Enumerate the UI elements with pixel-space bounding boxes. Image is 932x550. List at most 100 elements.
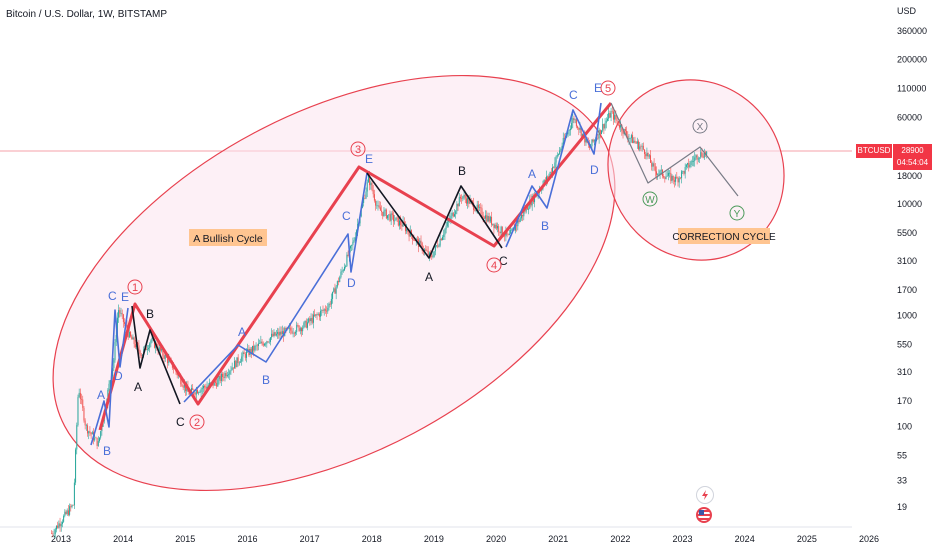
candle-body xyxy=(272,333,274,337)
candle-body xyxy=(295,332,297,334)
candle-body xyxy=(459,196,461,199)
blue-wave-line-2 xyxy=(183,172,368,403)
candle-body xyxy=(489,216,491,222)
candle-body xyxy=(488,216,490,222)
candle-body xyxy=(320,310,322,317)
candle-body xyxy=(145,345,147,351)
y-tick-label: 5500 xyxy=(897,228,917,238)
candle-body xyxy=(646,152,648,157)
label-d2: D xyxy=(347,276,356,290)
candle-body xyxy=(72,505,74,506)
candle-body xyxy=(620,125,622,128)
x-tick-label: 2015 xyxy=(175,534,195,544)
candle-body xyxy=(681,171,683,179)
candle-body xyxy=(482,215,484,218)
candle-body xyxy=(237,357,239,363)
candle-body xyxy=(220,373,222,381)
correction-cycle-ellipse[interactable] xyxy=(573,45,819,294)
lightning-icon[interactable] xyxy=(696,486,714,504)
candle-body xyxy=(592,139,594,142)
candle-body xyxy=(316,314,318,315)
candle-body xyxy=(638,141,640,150)
candle-body xyxy=(274,332,276,336)
wave-number-2: 2 xyxy=(189,414,205,430)
candle-body xyxy=(624,129,626,131)
candle-body xyxy=(446,221,448,227)
candle-body xyxy=(162,348,164,356)
candle-body xyxy=(434,245,436,252)
wave-number-3: 3 xyxy=(350,141,366,157)
candle-body xyxy=(183,384,185,388)
y-tick-label: 100 xyxy=(897,422,912,432)
candle-body xyxy=(440,238,442,241)
candle-body xyxy=(597,137,599,139)
label-e2: E xyxy=(365,152,373,166)
candle-body xyxy=(280,331,282,335)
candle-body xyxy=(202,385,204,389)
candle-body xyxy=(298,325,300,331)
bullish-cycle-ellipse[interactable] xyxy=(0,0,683,550)
candle-body xyxy=(675,176,677,182)
candle-body xyxy=(455,211,457,215)
candle-body xyxy=(253,345,255,351)
candle-body xyxy=(593,139,595,142)
candle-body xyxy=(328,303,330,308)
candle-body xyxy=(346,254,348,266)
candle-body xyxy=(310,317,312,322)
candle-body xyxy=(185,384,187,392)
candle-body xyxy=(168,359,170,364)
candle-body xyxy=(690,161,692,165)
candle-body xyxy=(97,441,99,446)
candle-body xyxy=(195,389,197,395)
candle-body xyxy=(556,154,558,157)
candle-body xyxy=(271,333,273,338)
candle-body xyxy=(153,338,155,348)
bullish-cycle-annotation[interactable]: A Bullish Cycle xyxy=(189,229,267,246)
label-ba2: A xyxy=(425,270,433,284)
candle-body xyxy=(312,314,314,323)
us-flag-icon[interactable] xyxy=(696,507,712,523)
candle-body xyxy=(65,511,67,514)
candle-body xyxy=(89,431,91,433)
candle-body xyxy=(605,120,607,123)
candle-body xyxy=(344,267,346,271)
x-tick-label: 2020 xyxy=(486,534,506,544)
candle-body xyxy=(614,114,616,120)
candle-body xyxy=(497,226,499,229)
wave-numbers: 1 2 3 4 5 xyxy=(127,80,616,430)
blue-wave-line-1 xyxy=(90,307,129,446)
candle-body xyxy=(697,158,699,160)
candle-body xyxy=(702,156,704,158)
correction-cycle-annotation[interactable]: CORRECTION CYCLE xyxy=(672,228,776,244)
x-tick-label: 2022 xyxy=(610,534,630,544)
candle-body xyxy=(73,482,75,506)
candle-body xyxy=(53,533,55,535)
candle-body xyxy=(471,200,473,203)
candle-body xyxy=(167,357,169,364)
candle-body xyxy=(633,140,635,144)
candle-body xyxy=(299,328,301,331)
candle-body xyxy=(229,371,231,375)
y-tick-label: 310 xyxy=(897,367,912,377)
candle-body xyxy=(83,407,85,421)
chart-title: Bitcoin / U.S. Dollar, 1W, BITSTAMP xyxy=(6,9,167,20)
candle-body xyxy=(591,139,593,147)
correction-y: Y xyxy=(729,205,745,221)
candle-body xyxy=(255,345,257,347)
candle-body xyxy=(296,324,298,333)
candle-body xyxy=(85,425,87,426)
label-ba1: A xyxy=(134,380,142,394)
candle-body xyxy=(630,135,632,139)
candle-body xyxy=(347,254,349,256)
candle-body xyxy=(342,270,344,271)
candle-body xyxy=(318,313,320,317)
candle-body xyxy=(688,163,690,168)
label-bb2: B xyxy=(458,164,466,178)
candle-body xyxy=(652,163,654,167)
candle-body xyxy=(426,250,428,252)
candle-body xyxy=(395,217,397,221)
candle-body xyxy=(306,322,308,328)
candle-body xyxy=(163,355,165,359)
candle-body xyxy=(188,391,190,395)
